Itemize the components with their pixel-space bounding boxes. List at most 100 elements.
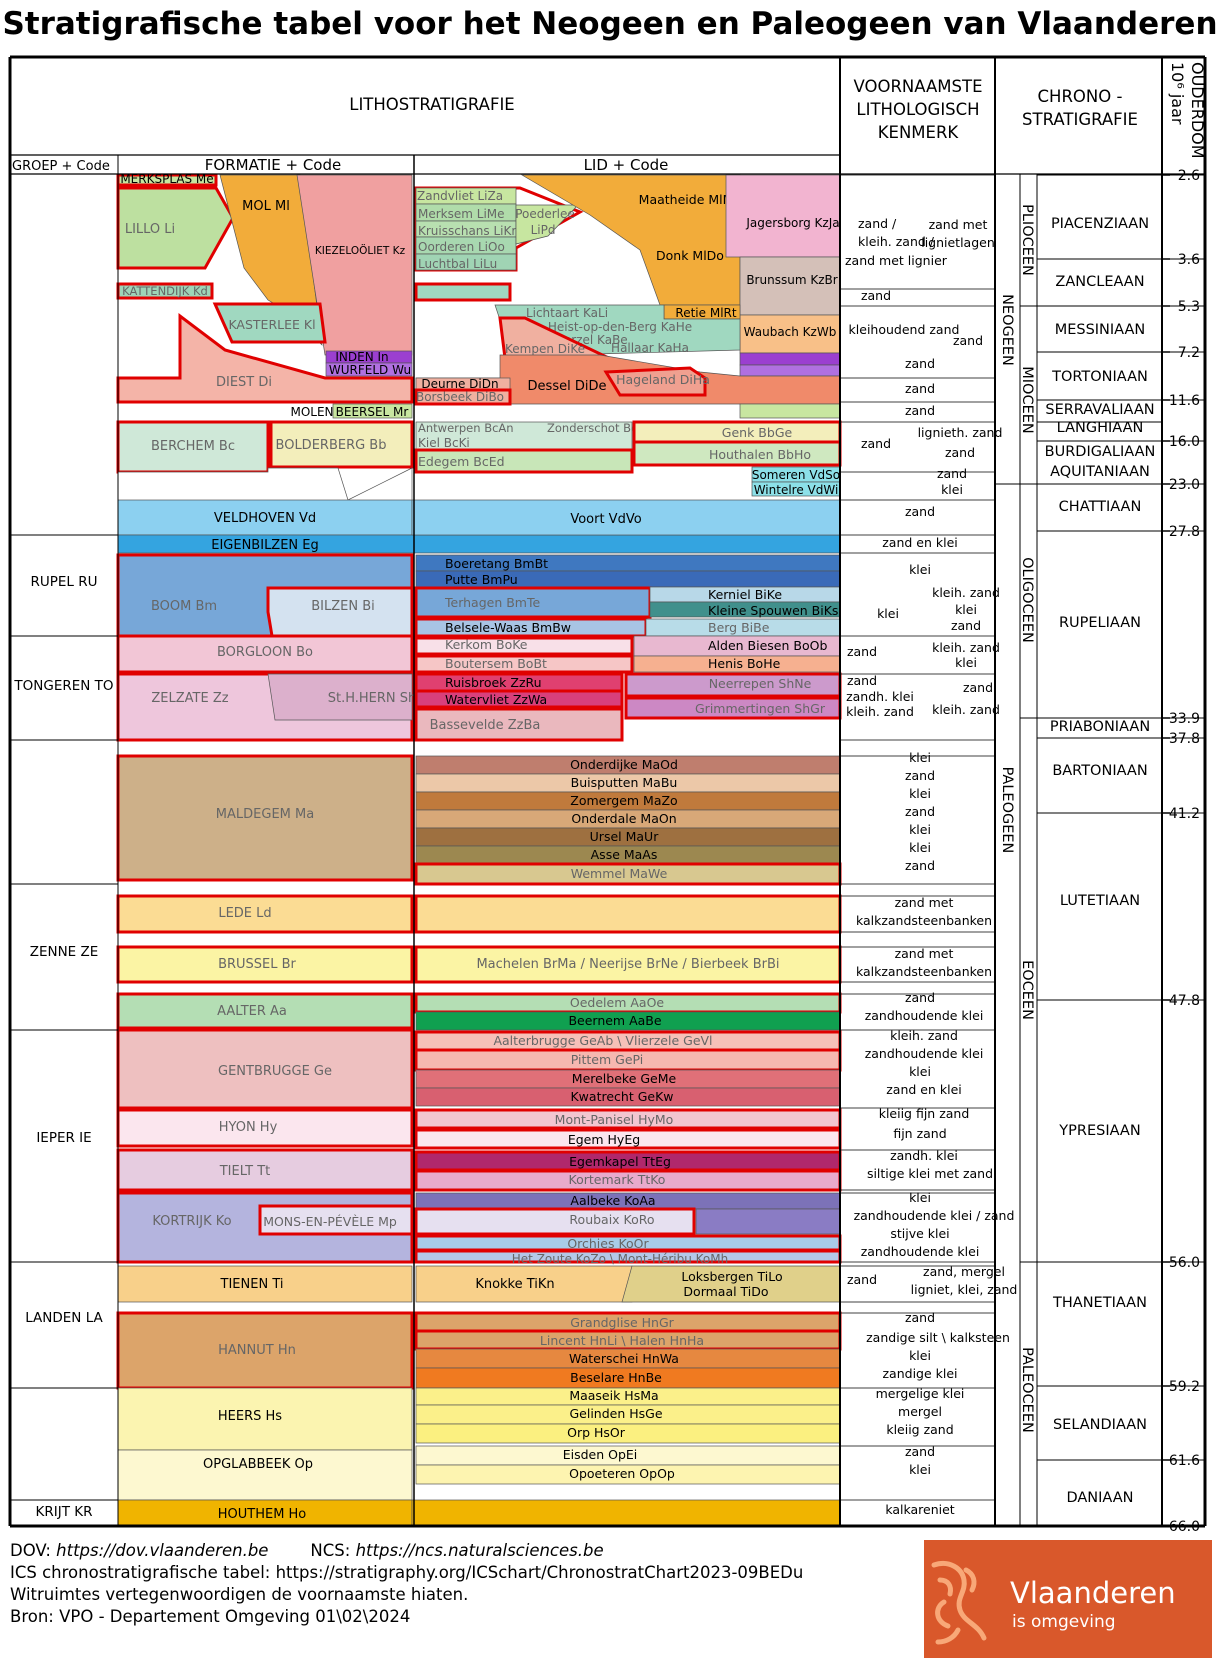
lithology-label: zand <box>951 618 981 633</box>
lithology-label: kleih. zand <box>890 1028 958 1043</box>
lithology-label: klei <box>955 655 977 670</box>
lithology-label: zand <box>905 504 935 519</box>
kenmerk-header: LITHOLOGISCH <box>856 100 979 119</box>
age-value: 11.6 <box>1169 393 1200 409</box>
ouderdom-unit-header: 10⁶ jaar <box>1168 62 1187 125</box>
lithology-label: kleih. zand / <box>858 234 935 249</box>
formation-sthhern <box>267 673 413 721</box>
ncs-link[interactable]: https://ncs.naturalsciences.be <box>355 1541 604 1560</box>
lithology-label: klei <box>909 840 931 855</box>
lithology-label: zandige klei <box>882 1366 957 1381</box>
formation-label: GENTBRUGGE Ge <box>218 1064 332 1079</box>
member-poederlee <box>515 204 579 245</box>
formation-label: WURFELD Wu <box>329 363 411 377</box>
formation-label: BOLDERBERG Bb <box>276 438 387 453</box>
lithology-label: kleiig zand <box>886 1422 953 1437</box>
formation-tielt <box>116 1148 414 1192</box>
lithology-label: klei <box>909 1348 931 1363</box>
formation-label: INDEN In <box>335 350 388 364</box>
age-value: 59.2 <box>1169 1379 1200 1395</box>
formation-label: MOLEN <box>290 405 333 419</box>
lithology-label: zandh. klei <box>890 1148 958 1163</box>
hiaten-note: Witruimtes vertegenwoordigen de voornaam… <box>10 1585 469 1604</box>
lid-header: LID + Code <box>584 156 669 174</box>
member-label: Borsbeek DiBo <box>416 390 504 404</box>
member-label: Aalbeke KoAa <box>570 1193 655 1208</box>
lithology-label: zand <box>905 768 935 783</box>
member-label: Luchtbal LiLu <box>418 257 497 271</box>
lithology-label: zand <box>937 466 967 481</box>
stage-label: LUTETIAAN <box>1060 893 1140 909</box>
member-loksbergen <box>621 1265 841 1303</box>
age-value: 61.6 <box>1169 1453 1200 1469</box>
lithology-label: kleih. zand <box>932 585 1000 600</box>
dov-label: DOV: <box>10 1541 51 1560</box>
stage-label: SERRAVALIAAN <box>1045 402 1154 418</box>
member-houthem-fill <box>411 1499 841 1527</box>
member-label: Dessel DiDe <box>528 379 607 394</box>
lithology-label: kleiig fijn zand <box>879 1106 970 1121</box>
stage-label: DANIAAN <box>1066 1490 1133 1506</box>
member-label: Eisden OpEi <box>563 1447 638 1462</box>
lithology-label: klei <box>909 1190 931 1205</box>
formation-aalter <box>116 992 414 1030</box>
series-label: PLIOCEEN <box>1019 204 1035 276</box>
formation-mons-en-pevele <box>258 1204 414 1236</box>
stage-label: RUPELIAAN <box>1059 615 1141 631</box>
formation-label: VELDHOVEN Vd <box>214 511 316 526</box>
member-label: Kwatrecht GeKw <box>570 1089 673 1104</box>
formation-beersel <box>332 403 413 419</box>
lithology-label: klei <box>877 606 899 621</box>
stage-label: PIACENZIAAN <box>1051 216 1149 232</box>
member-label: Antwerpen BcAn <box>418 421 514 435</box>
formation-houthem <box>117 1499 413 1527</box>
chrono-header: STRATIGRAFIE <box>1022 110 1138 129</box>
formation-label: KASTERLEE Kl <box>228 317 315 332</box>
age-value: 27.8 <box>1169 524 1200 540</box>
member-watervliet <box>414 689 624 709</box>
member-label: Zonderschot BcZo <box>547 421 652 435</box>
member-label: Ruisbroek ZzRu <box>445 675 542 690</box>
series-label: EOCEEN <box>1019 960 1035 1020</box>
age-value: 41.2 <box>1169 806 1200 822</box>
lithology-label: kalkzandsteenbanken <box>856 913 992 928</box>
member-label: Kiel BcKi <box>418 436 470 450</box>
formation-label: LEDE Ld <box>218 906 271 921</box>
member-label: Knokke TiKn <box>475 1277 554 1292</box>
lithology-label: zand en klei <box>886 1082 962 1097</box>
lithology-label: zand <box>953 333 983 348</box>
member-label: Orchies KoOr <box>567 1236 649 1251</box>
group-label: KRIJT KR <box>36 1504 93 1520</box>
member-boutersem <box>414 654 634 674</box>
formatie-header: FORMATIE + Code <box>205 156 341 174</box>
group-label: LANDEN LA <box>25 1310 103 1326</box>
member-label: Kerkom BoKe <box>445 637 528 652</box>
member-kattendijk-fill <box>414 282 512 302</box>
member-label: Het Zoute KoZo \ Mont-Héribu KoMh <box>512 1252 728 1266</box>
formation-maldegem <box>116 754 414 882</box>
member-label: Heist-op-den-Berg KaHe <box>548 320 692 334</box>
lithology-label: kleih. zand <box>932 702 1000 717</box>
lithology-label: fijn zand <box>893 1126 946 1141</box>
lithostratigrafie-header: LITHOSTRATIGRAFIE <box>349 95 514 114</box>
member-label: Kempen DiKe <box>505 342 585 356</box>
age-value: 47.8 <box>1169 993 1200 1009</box>
stage-label: ZANCLEAAN <box>1055 274 1144 290</box>
member-label: Kortemark TtKo <box>569 1172 666 1187</box>
lithology-label: klei <box>909 786 931 801</box>
member-label: Donk MlDo <box>656 248 724 263</box>
member-label: Beselare HnBe <box>570 1370 662 1385</box>
lithology-label: siltige klei met zand <box>867 1166 993 1181</box>
dov-link[interactable]: https://dov.vlaanderen.be <box>56 1541 269 1560</box>
member-brunssum <box>739 256 841 316</box>
stage-label: PRIABONIAAN <box>1050 719 1150 735</box>
age-value: 66.0 <box>1169 1519 1200 1535</box>
stage-label: AQUITANIAAN <box>1050 464 1150 480</box>
logo-name: Vlaanderen <box>1010 1576 1176 1610</box>
lithology-label: zand <box>905 804 935 819</box>
member-label: Maatheide MlMh <box>639 192 742 207</box>
lithology-label: zandhoudende klei <box>865 1046 984 1061</box>
formation-label: AALTER Aa <box>217 1004 287 1019</box>
formation-wurfeld <box>325 362 413 377</box>
formation-label: HOUTHEM Ho <box>218 1507 307 1522</box>
